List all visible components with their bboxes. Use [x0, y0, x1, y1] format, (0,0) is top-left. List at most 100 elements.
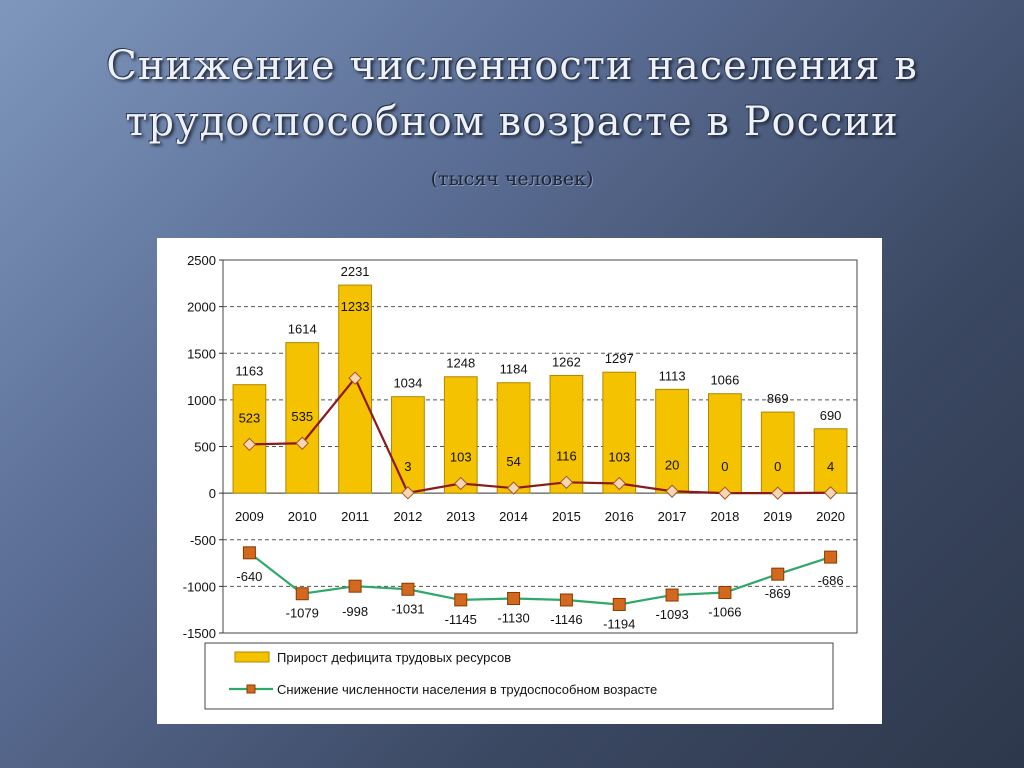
line-upper-value-label: 103 [608, 450, 630, 465]
line-lower-point [242, 546, 256, 560]
y-tick-label: -1000 [183, 579, 216, 594]
line-lower-point [348, 579, 362, 593]
line-lower-value-label: -1146 [550, 612, 582, 627]
bar-value-label: 1614 [288, 322, 317, 337]
line-upper-point [823, 486, 838, 500]
line-upper-value-label: 535 [291, 409, 313, 424]
bar-2018 [708, 393, 742, 494]
line-upper-value-label: 0 [774, 459, 781, 474]
line-upper-point [665, 484, 679, 498]
slide-title-line-1: Снижение численности населения в [106, 43, 918, 89]
line-upper-point [506, 481, 521, 495]
y-tick-label: 0 [209, 486, 216, 501]
x-tick-label: 2014 [499, 509, 528, 524]
line-lower-value-label: -998 [342, 604, 368, 619]
slide-subtitle: (тысяч человек) [430, 168, 594, 190]
line-upper-value-label: 103 [450, 450, 472, 465]
y-tick-label: 2000 [187, 300, 216, 315]
line-lower-value-label: -640 [236, 569, 262, 584]
bar-value-label: 1184 [500, 362, 528, 377]
x-tick-label: 2016 [605, 509, 634, 524]
legend-label-line: Снижение численности населения в трудосп… [277, 682, 657, 697]
line-series-upper [249, 376, 831, 495]
legend-swatch-marker [246, 684, 256, 694]
line-lower-point [612, 597, 626, 611]
line-lower-point [401, 582, 415, 596]
y-tick-label: -500 [190, 533, 216, 548]
line-upper-value-label: 3 [404, 459, 411, 474]
x-tick-label: 2017 [658, 509, 687, 524]
line-lower-value-label: -1093 [655, 607, 688, 622]
bar-2014 [496, 382, 531, 494]
bar-value-label: 1248 [446, 356, 475, 371]
line-upper-point [612, 476, 626, 491]
bar-2019 [760, 411, 795, 494]
line-upper-value-label: 54 [506, 454, 520, 469]
bar-2012 [391, 396, 425, 494]
line-upper-value-label: 1233 [341, 299, 370, 314]
y-tick-label: 1000 [187, 393, 216, 408]
slide-title: Снижение численности населения в трудосп… [0, 38, 1024, 150]
bar-value-label: 1034 [393, 376, 422, 391]
line-lower-point [665, 588, 679, 602]
line-lower-value-label: -1079 [286, 606, 319, 621]
line-upper-point [559, 475, 574, 490]
x-tick-label: 2019 [763, 509, 792, 524]
bar-2010 [285, 342, 320, 494]
line-lower-point [718, 586, 732, 600]
bar-2011 [338, 284, 372, 494]
line-lower-point [771, 567, 785, 581]
line-upper-point [718, 486, 732, 500]
line-upper-point [348, 371, 362, 385]
line-upper-point [295, 436, 309, 450]
bar-value-label: 1066 [710, 373, 739, 388]
line-upper-value-label: 0 [721, 459, 728, 474]
chart-svg: 25002000150010005000-500-1000-1500116316… [183, 253, 858, 710]
line-lower-value-label: -1145 [445, 612, 477, 627]
x-tick-label: 2020 [816, 509, 845, 524]
line-lower-point [295, 587, 309, 601]
bar-2013 [443, 376, 478, 494]
line-lower-value-label: -1130 [497, 610, 529, 625]
line-lower-point [824, 550, 838, 564]
y-tick-label: 1500 [187, 346, 216, 361]
legend-swatch-bar [234, 651, 270, 663]
legend-box [204, 642, 834, 710]
line-upper-point [242, 437, 257, 452]
y-tick-label: -1500 [183, 626, 216, 641]
line-lower-value-label: -1066 [708, 605, 741, 620]
x-tick-label: 2010 [288, 509, 317, 524]
x-tick-label: 2013 [446, 509, 475, 524]
bar-value-label: 869 [767, 391, 789, 406]
line-lower-value-label: -1031 [391, 601, 424, 616]
x-tick-label: 2015 [552, 509, 581, 524]
line-upper-point [454, 476, 468, 491]
x-tick-label: 2012 [393, 509, 422, 524]
y-tick-label: 500 [194, 440, 216, 455]
bar-2015 [549, 374, 584, 494]
line-lower-value-label: -686 [818, 573, 844, 588]
line-series-lower [248, 551, 831, 606]
x-tick-label: 2011 [341, 509, 369, 524]
x-tick-label: 2009 [235, 509, 264, 524]
line-upper-value-label: 523 [239, 410, 261, 425]
line-lower-value-label: -869 [765, 586, 791, 601]
bar-2017 [655, 388, 689, 494]
line-upper-point [401, 486, 415, 500]
x-tick-label: 2018 [710, 509, 739, 524]
bar-value-label: 690 [820, 408, 842, 423]
line-upper-value-label: 4 [827, 459, 834, 474]
line-lower-point [454, 593, 468, 607]
bar-value-label: 2231 [341, 264, 370, 279]
bar-2016 [602, 371, 637, 494]
line-lower-point [507, 591, 521, 605]
bar-value-label: 1297 [605, 351, 634, 366]
slide-title-line-2: трудоспособном возрасте в России [125, 99, 899, 145]
chart-panel: 2500 2000 1500 1000 500 0 -500 -1000 -1500 1163 16… [157, 238, 882, 724]
y-tick-label: 2500 [187, 253, 216, 268]
bar-value-label: 1113 [659, 368, 686, 383]
line-upper-value-label: 20 [665, 457, 679, 472]
bar-value-label: 1163 [235, 364, 263, 379]
bar-value-label: 1262 [552, 354, 581, 369]
line-lower-point [559, 593, 573, 607]
